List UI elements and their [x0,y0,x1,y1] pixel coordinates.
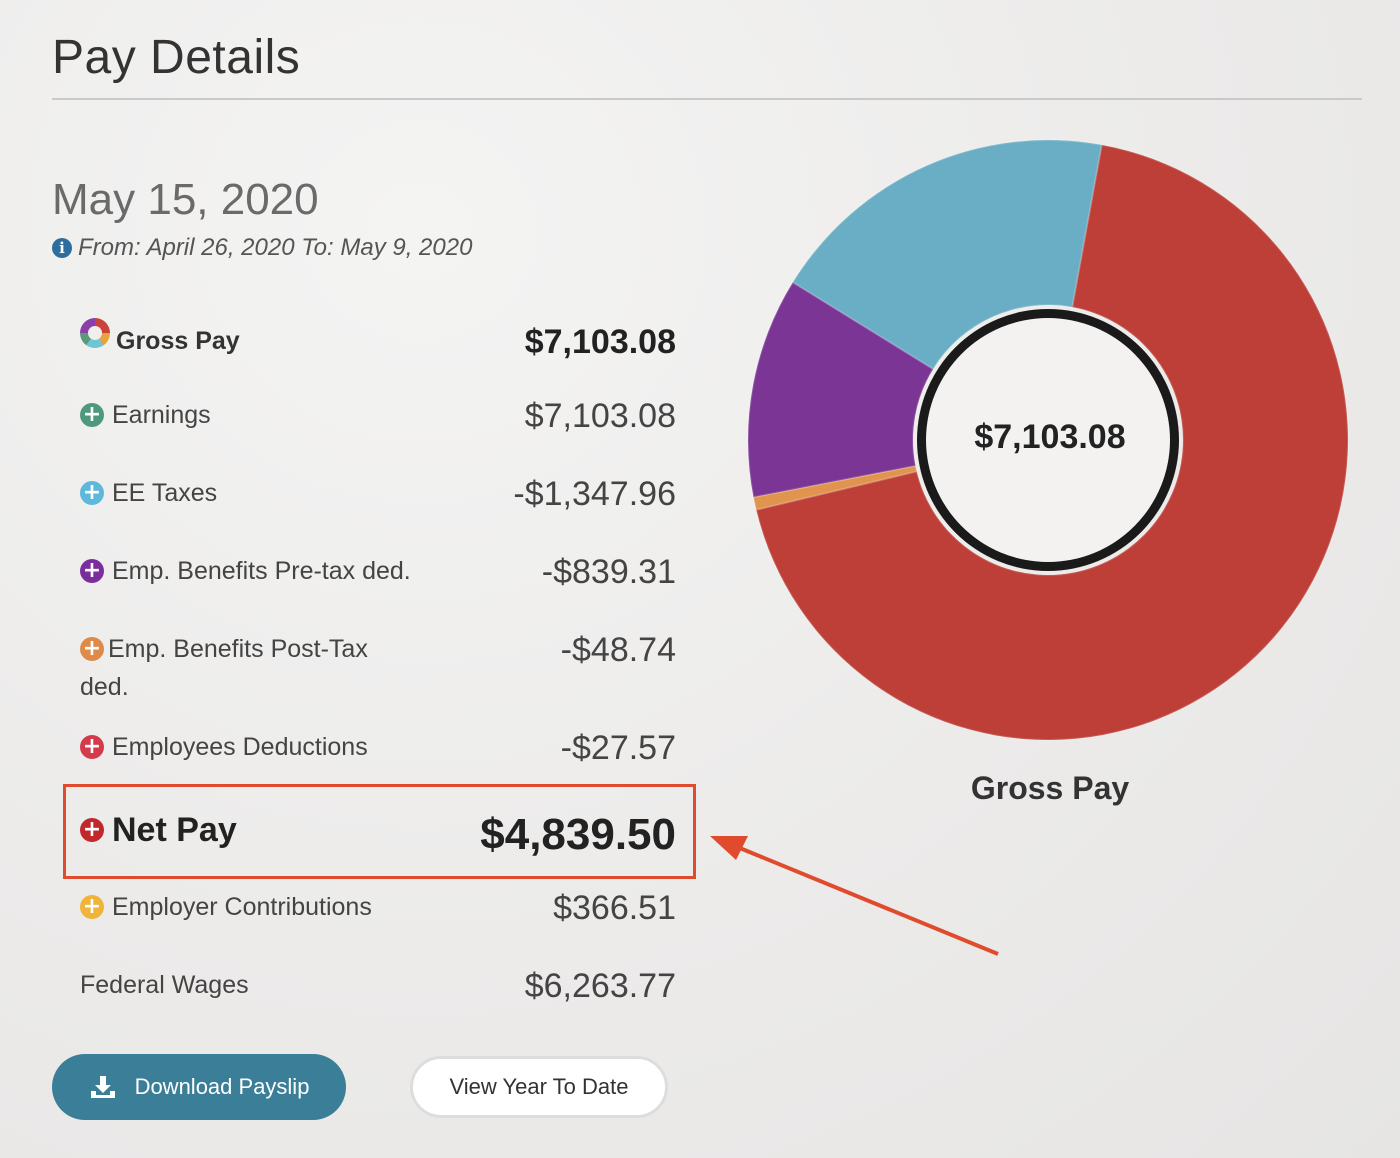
row-value: $7,103.08 [524,397,676,435]
row-value: -$48.74 [560,631,676,669]
chart-slice-emp-benefits-pre-tax-ded[interactable] [747,280,935,499]
download-payslip-button[interactable]: Download Payslip [52,1054,346,1120]
chart-center-hole [926,318,1170,562]
plus-circle-icon[interactable]: + [80,895,104,919]
chart-slice-ee-taxes[interactable] [791,139,1103,371]
row-value: -$27.57 [560,729,676,767]
chart-slice-net-pay[interactable] [755,143,1349,741]
row-label: Employer Contributions [112,893,372,921]
pay-period: i From: April 26, 2020 To: May 9, 2020 [52,234,472,262]
plus-circle-icon[interactable]: + [80,559,104,583]
annotation-arrow [710,836,999,956]
plus-circle-icon[interactable]: + [80,481,104,505]
chart-title: Gross Pay [970,770,1130,806]
row-label: Earnings [112,401,211,429]
download-payslip-label: Download Payslip [134,1074,310,1099]
gross-pay-donut-chart [747,139,1349,741]
row-value: $6,263.77 [524,967,676,1005]
row-label: Employees Deductions [112,733,368,761]
title-divider [52,98,1362,100]
row-label: Emp. Benefits Pre-tax ded. [112,557,411,585]
pay-date: May 15, 2020 [52,175,319,224]
row-label: Net Pay [112,811,237,849]
plus-circle-icon[interactable]: + [80,818,104,842]
chart-center-value: $7,103.08 [974,418,1126,456]
download-icon [90,1076,115,1098]
row-value: $366.51 [553,889,676,927]
row-value: -$839.31 [541,553,676,591]
plus-circle-icon[interactable]: + [80,403,104,427]
info-icon[interactable]: i [52,238,72,258]
row-label: Gross Pay [116,327,240,355]
row-value: $4,839.50 [480,810,676,859]
view-year-to-date-button[interactable]: View Year To Date [410,1056,668,1118]
plus-circle-icon[interactable]: + [80,735,104,759]
row-value: $7,103.08 [524,323,676,361]
plus-circle-icon[interactable]: + [80,637,104,661]
ring-chart-icon [80,318,110,348]
row-label: Emp. Benefits Post-Tax ded. [80,635,368,701]
row-label: EE Taxes [112,479,218,507]
row-value: -$1,347.96 [513,475,676,513]
row-label: Federal Wages [80,971,249,999]
net-pay-highlight-box [63,784,696,879]
pay-period-text: From: April 26, 2020 To: May 9, 2020 [78,234,473,261]
page-title: Pay Details [52,31,301,84]
